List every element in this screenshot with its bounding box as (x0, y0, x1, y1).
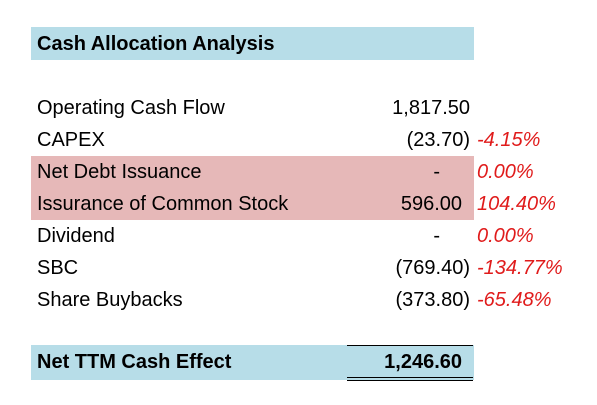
total-row: Net TTM Cash Effect 1,246.60 (31, 345, 474, 380)
row-label: Issurance of Common Stock (37, 193, 289, 215)
row-share-buybacks: Share Buybacks (373.80) (31, 284, 474, 316)
row-percent: 0.00% (477, 225, 534, 247)
row-value: - (433, 225, 440, 247)
total-top-border (347, 345, 473, 346)
row-percent: 0.00% (477, 161, 534, 183)
row-percent: -4.15% (477, 129, 541, 151)
row-value: - (433, 161, 440, 183)
row-percent: -134.77% (477, 257, 563, 279)
row-percent: -65.48% (477, 289, 552, 311)
row-net-debt-issuance: Net Debt Issuance - (31, 156, 474, 188)
title-bar (31, 27, 474, 60)
row-value: 596.00 (400, 193, 462, 215)
row-label: Operating Cash Flow (37, 97, 225, 119)
total-double-underline (347, 380, 473, 381)
row-label: SBC (37, 257, 79, 279)
row-value: (23.70) (406, 129, 470, 151)
row-value: (373.80) (395, 289, 471, 311)
row-capex: CAPEX (23.70) (31, 124, 474, 156)
row-operating-cash-flow: Operating Cash Flow 1,817.50 (31, 92, 474, 124)
row-label: CAPEX (37, 129, 105, 151)
row-value: 1,817.50 (392, 97, 470, 119)
row-label: Net Debt Issuance (37, 161, 202, 183)
row-label: Share Buybacks (37, 289, 183, 311)
total-label: Net TTM Cash Effect (37, 351, 232, 373)
sheet-title: Cash Allocation Analysis (37, 33, 275, 55)
row-dividend: Dividend - (31, 220, 474, 252)
row-issuance-common-stock: Issurance of Common Stock 596.00 (31, 188, 474, 220)
total-value: 1,246.60 (384, 351, 462, 373)
total-double-underline (347, 377, 473, 378)
row-sbc: SBC (769.40) (31, 252, 474, 284)
row-percent: 104.40% (477, 193, 556, 215)
row-value: (769.40) (395, 257, 471, 279)
row-label: Dividend (37, 225, 115, 247)
